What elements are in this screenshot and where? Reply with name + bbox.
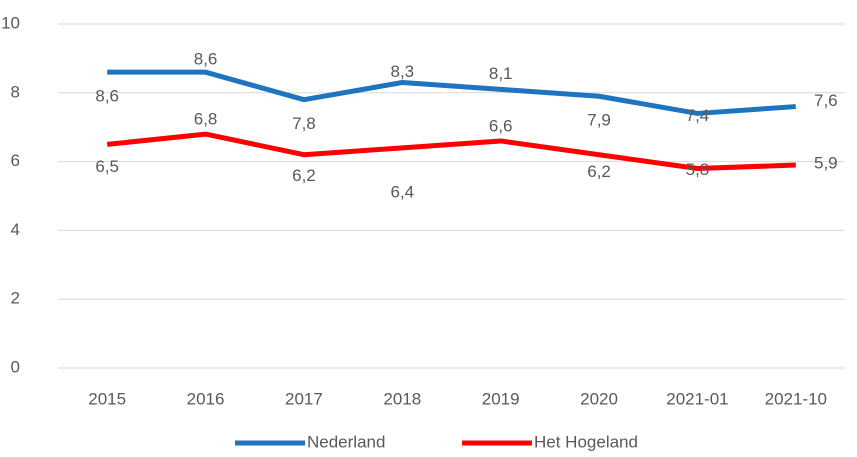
y-tick-label: 8 (11, 82, 20, 101)
y-tick-label: 6 (11, 151, 20, 170)
data-label: 7,9 (587, 111, 611, 130)
y-tick-label: 4 (11, 220, 20, 239)
y-tick-label: 10 (1, 13, 20, 32)
x-tick-label: 2021-01 (666, 389, 728, 408)
legend-label: Nederland (307, 432, 385, 451)
data-label: 6,2 (587, 162, 611, 181)
data-label: 7,6 (814, 91, 838, 110)
line-series (107, 69, 796, 116)
line-series (106, 131, 796, 171)
y-tick-label: 2 (11, 289, 20, 308)
data-label: 6,6 (489, 116, 513, 135)
data-label: 5,9 (814, 154, 838, 173)
data-label: 6,8 (194, 110, 218, 129)
data-label: 7,4 (686, 106, 710, 125)
x-tick-label: 2019 (482, 389, 520, 408)
data-label: 8,1 (489, 64, 513, 83)
data-label: 6,2 (292, 166, 316, 185)
data-label: 6,5 (95, 157, 119, 176)
x-tick-label: 2016 (187, 389, 225, 408)
data-label: 8,6 (194, 50, 218, 69)
x-tick-label: 2021-10 (765, 389, 827, 408)
x-tick-label: 2020 (580, 389, 618, 408)
y-tick-label: 0 (11, 357, 20, 376)
data-label: 5,8 (686, 160, 710, 179)
x-tick-label: 2017 (285, 389, 323, 408)
data-label: 7,8 (292, 114, 316, 133)
x-tick-label: 2018 (383, 389, 421, 408)
x-tick-label: 2015 (88, 389, 126, 408)
data-label: 8,6 (95, 87, 119, 106)
legend-label: Het Hogeland (534, 432, 638, 451)
data-label: 6,4 (390, 182, 414, 201)
data-label: 8,3 (390, 62, 414, 81)
